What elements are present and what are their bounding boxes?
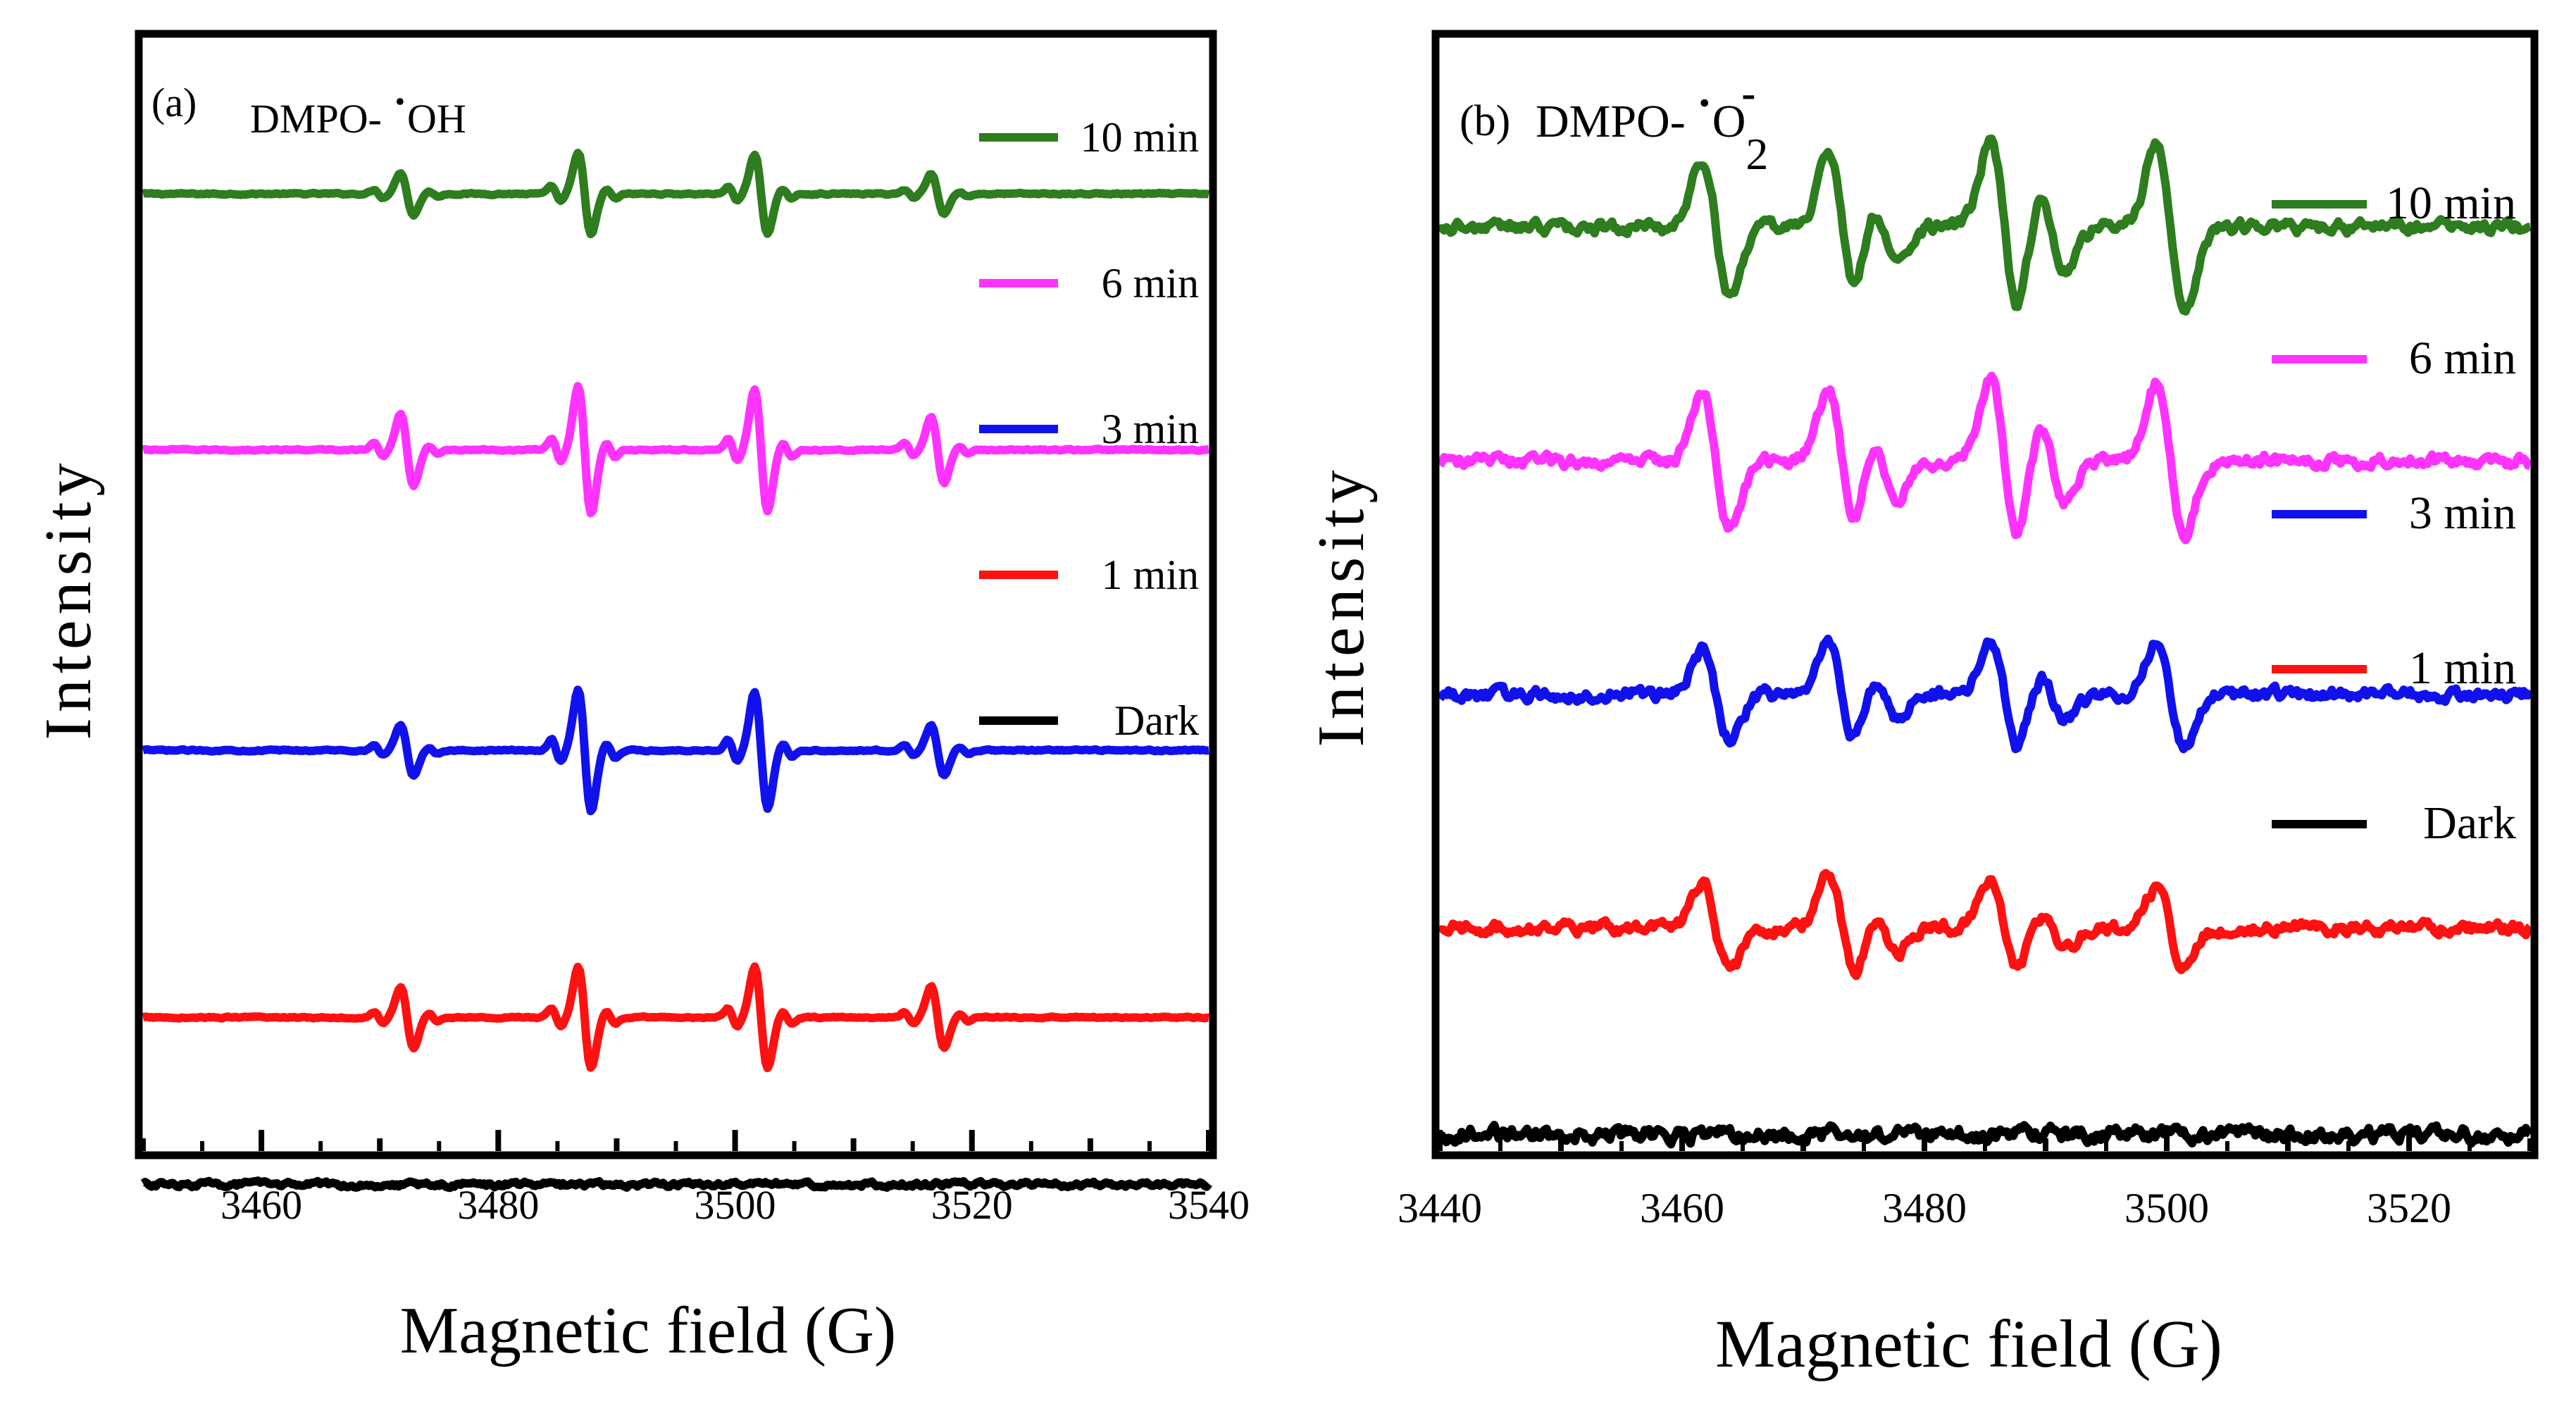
panel-a-ylabel: Intensity <box>32 458 105 740</box>
panel-a-label: (a) <box>151 80 197 125</box>
panel-a-frame <box>135 30 1217 1159</box>
panel-b-tick-label-3460: 3460 <box>1640 1185 1724 1231</box>
panel-a-series-10-min <box>141 149 1211 239</box>
panel-a-ticks: 3460 3480 3500 3520 3540 <box>140 1130 1250 1228</box>
panel-b-title-superscript: - <box>1741 70 1755 116</box>
panel-a-radical-dot: · <box>393 78 407 125</box>
panel-a: 10 min 6 min 3 min 1 min Dark 3460 3480 3500 35… <box>32 30 1250 1367</box>
panel-b-series-1-min <box>1436 869 2534 981</box>
panel-a-series-dark <box>140 1176 1212 1193</box>
panel-b-title: DMPO- ·O2 - <box>1536 70 1768 179</box>
panel-a-legend-label-1-min: 1 min <box>1102 552 1199 598</box>
panel-b-radical-dot: · <box>1697 77 1712 129</box>
panel-a-legend-label-dark: Dark <box>1114 697 1199 744</box>
panel-b-traces: 10 min 6 min 3 min 1 min Dark <box>1436 134 2534 1149</box>
panel-a-tick-label-3520: 3520 <box>931 1182 1013 1228</box>
panel-a-tick-label-3540: 3540 <box>1168 1182 1250 1228</box>
panel-a-series-3-min <box>141 685 1211 816</box>
panel-b-series-dark <box>1436 1121 2533 1149</box>
panel-a-legend-label-3-min: 3 min <box>1102 406 1199 452</box>
panel-a-series-1-min <box>141 962 1211 1073</box>
panel-b-legend-label-dark: Dark <box>2423 797 2516 849</box>
panel-b-tick-label-3480: 3480 <box>1882 1185 1967 1231</box>
panel-b-legend-label-3-min: 3 min <box>2409 487 2516 539</box>
panel-b-legend-label-10-min: 10 min <box>2386 178 2516 229</box>
panel-b-ylabel: Intensity <box>1305 465 1378 747</box>
panel-a-tick-label-3460: 3460 <box>220 1182 302 1228</box>
panel-b-legend-label-1-min: 1 min <box>2409 642 2516 694</box>
panel-b-tick-label-3520: 3520 <box>2367 1185 2451 1231</box>
panel-a-legend-label-10-min: 10 min <box>1081 114 1199 161</box>
panel-a-legend-label-6-min: 6 min <box>1102 260 1199 306</box>
panel-b-title-prefix: DMPO- <box>1536 96 1686 147</box>
panel-b-frame <box>1431 30 2539 1159</box>
panel-b-tick-label-3500: 3500 <box>2124 1185 2209 1231</box>
panel-b-xlabel: Magnetic field (G) <box>1715 1306 2222 1381</box>
panel-b-ticks: 3440 3460 3480 3500 3520 <box>1398 1130 2533 1231</box>
panel-a-tick-label-3480: 3480 <box>457 1182 539 1228</box>
panel-a-series-6-min <box>141 382 1211 518</box>
panel-a-title-radical: OH <box>407 96 466 142</box>
panel-b-title-subscript: 2 <box>1746 129 1768 179</box>
panel-b-tick-label-3440: 3440 <box>1398 1185 1482 1231</box>
panel-a-traces: 10 min 6 min 3 min 1 min Dark <box>140 114 1212 1193</box>
panel-b-title-radical: O <box>1712 96 1746 147</box>
panel-b-series-6-min <box>1436 371 2532 545</box>
panel-b-series-10-min <box>1436 134 2532 316</box>
panel-a-title-prefix: DMPO- <box>250 96 382 142</box>
panel-b: 10 min 6 min 3 min 1 min Dark 3440 3460 3480 35… <box>1305 30 2539 1381</box>
panel-b-series-3-min <box>1436 634 2534 754</box>
panel-b-label: (b) <box>1460 97 1510 145</box>
panel-b-legend-label-6-min: 6 min <box>2409 332 2516 384</box>
panel-a-tick-label-3500: 3500 <box>695 1182 776 1228</box>
panel-a-title: DMPO- ·OH <box>250 78 466 142</box>
panel-a-xlabel: Magnetic field (G) <box>400 1294 897 1367</box>
